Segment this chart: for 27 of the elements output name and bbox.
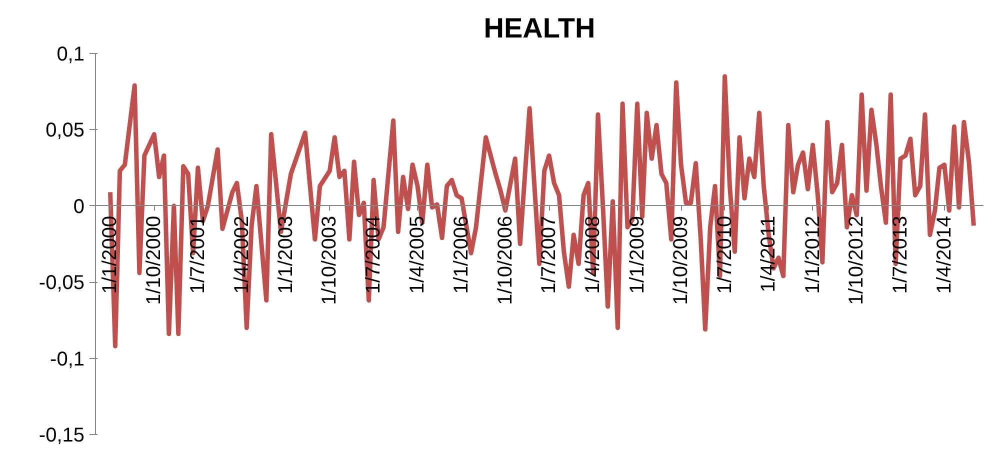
x-tick-label: 1/10/2012 (846, 216, 868, 305)
x-tick-label: 1/1/2006 (450, 216, 473, 294)
x-tick-label: 1/4/2014 (933, 216, 956, 294)
x-tick-label: 1/1/2003 (274, 216, 297, 294)
y-tick-label: -0,05 (38, 272, 85, 294)
x-tick-label: 1/10/2000 (143, 216, 166, 305)
x-tick-label: 1/10/2006 (494, 216, 516, 305)
x-tick-label: 1/7/2013 (889, 216, 912, 294)
x-tick-label: 1/1/2012 (802, 216, 824, 294)
x-tick-label: 1/1/2000 (99, 216, 122, 294)
x-tick-label: 1/10/2003 (318, 216, 341, 305)
x-tick-label: 1/1/2009 (626, 216, 648, 294)
x-tick-label: 1/7/2007 (538, 216, 560, 294)
x-tick-label: 1/7/2001 (186, 216, 209, 294)
x-tick-label: 1/4/2011 (758, 216, 780, 292)
y-tick-label: 0,1 (56, 44, 85, 66)
x-tick-label: 1/4/2002 (230, 216, 253, 294)
chart-title: HEALTH (484, 12, 596, 44)
x-tick-label: 1/4/2005 (406, 216, 429, 294)
x-tick-label: 1/10/2009 (670, 216, 692, 305)
y-tick-label: 0,05 (46, 120, 85, 142)
y-tick-label: -0,15 (38, 424, 85, 446)
y-tick-label: -0,1 (50, 348, 85, 370)
x-tick-label: 1/7/2004 (362, 216, 385, 294)
x-tick-label: 1/4/2008 (582, 216, 604, 294)
y-tick-label: 0 (73, 196, 84, 218)
x-tick-label: 1/7/2010 (714, 216, 736, 294)
